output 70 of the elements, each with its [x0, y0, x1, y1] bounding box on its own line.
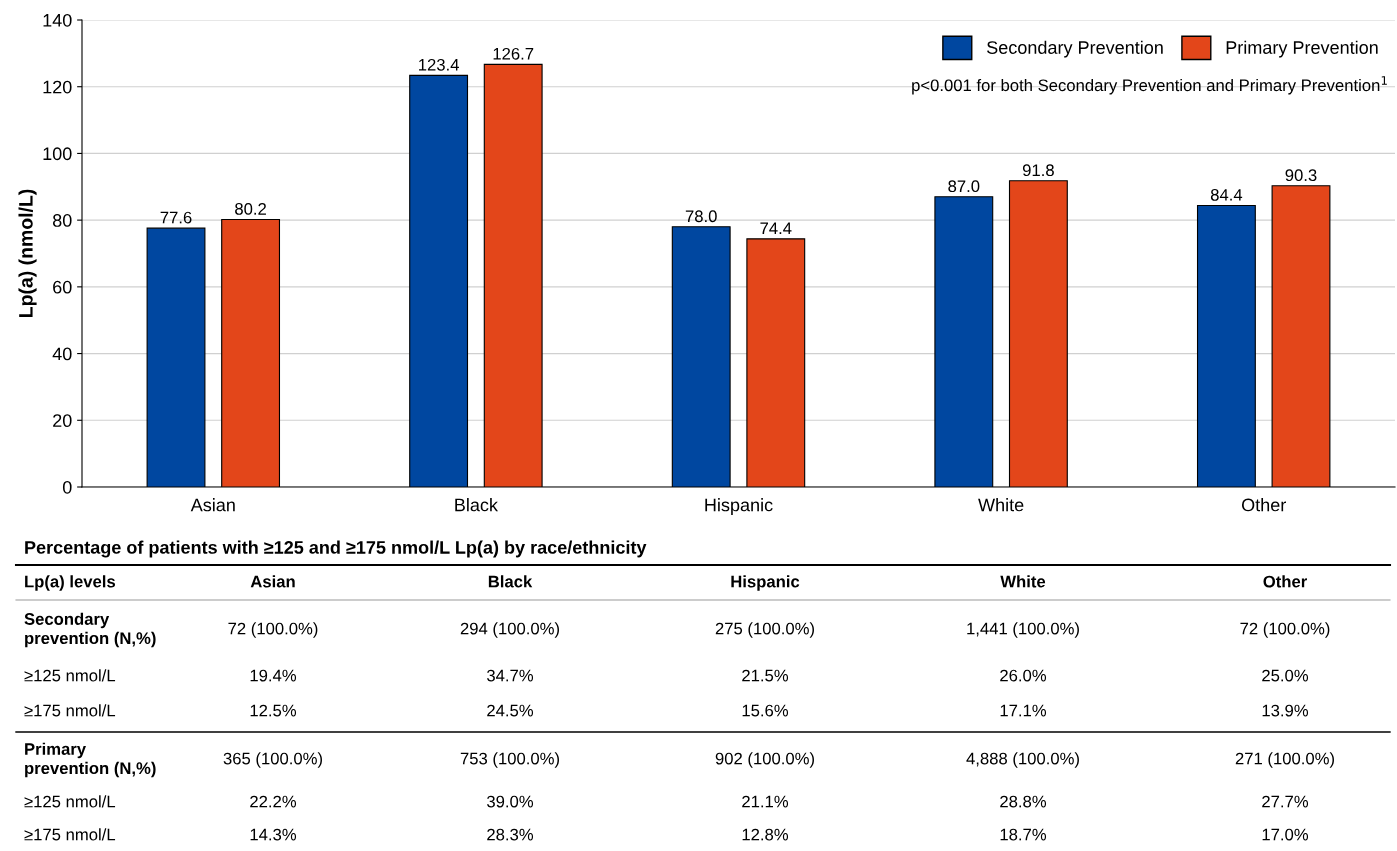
x-tick-label: Hispanic [705, 498, 773, 515]
text: 28.8% [1000, 795, 1047, 808]
y-tick-label: 0 [62, 480, 72, 494]
text: 1,441 (100.0%) [967, 622, 1079, 638]
text: 902 (100.0%) [715, 752, 814, 768]
text: 21.1% [742, 795, 789, 808]
x-tick-label: Other [1241, 498, 1286, 512]
category-label: Other [1263, 575, 1307, 588]
text: Percentage of patients with ≥125 and ≥175 nmol/L Lp(a) by race/ethnicity [25, 540, 647, 558]
y-tick-label: 120 [43, 80, 72, 94]
text: 18.7% [1000, 828, 1047, 841]
y-tick-label: 20 [53, 414, 72, 428]
x-tick-label: White [978, 498, 1024, 512]
text: 15.6% [742, 704, 789, 717]
text: 12.8% [742, 828, 789, 841]
data-label: 91.8 [1022, 164, 1054, 177]
text: 17.1% [1000, 704, 1047, 717]
category-label: Black [488, 575, 533, 588]
data-label: 77.6 [160, 211, 192, 224]
x-tick-label: Black [455, 498, 498, 512]
data-label: 74.4 [760, 222, 792, 234]
y-tick-label: 40 [52, 347, 72, 361]
text: 753 (100.0%) [460, 752, 559, 768]
data-label: 78.0 [685, 210, 717, 223]
text: 365 (100.0%) [223, 752, 322, 768]
text: 275 (100.0%) [715, 622, 814, 638]
legend-label: Primary Prevention [1226, 40, 1378, 58]
text: 19.4% [250, 669, 297, 682]
text: 271 (100.0%) [1235, 752, 1334, 768]
text: 72 (100.0%) [1240, 622, 1330, 638]
category-label: ≥175 nmol/L [24, 704, 116, 717]
text: 14.3% [250, 828, 297, 841]
text: 24.5% [487, 704, 534, 717]
legend-label: Secondary Prevention [987, 40, 1163, 58]
data-label: 80.2 [235, 202, 266, 215]
category-label: ≥175 nmol/L [24, 828, 116, 841]
category-label: Primary prevention (N,%) [25, 742, 156, 778]
text: 21.5% [742, 669, 789, 682]
y-tick-label: 140 [43, 13, 72, 27]
data-label: 84.4 [1210, 188, 1243, 201]
category-label: ≥125 nmol/L [24, 669, 116, 682]
text: 72 (100.0%) [228, 622, 318, 638]
data-label: 123.4 [419, 58, 459, 71]
text: 4,888 (100.0%) [966, 752, 1079, 768]
text: 13.9% [1262, 704, 1309, 717]
text: 12.5% [250, 704, 297, 717]
data-label: 87.0 [948, 180, 980, 193]
text: 294 (100.0%) [460, 622, 559, 638]
text: 39.0% [487, 795, 534, 808]
x-tick-label: Asian [190, 498, 235, 512]
category-label: Asian [250, 575, 295, 588]
text: 27.7% [1262, 795, 1309, 808]
y-axis-title: Lp(a) (nmol/L) [18, 189, 37, 317]
annotation: p<0.001 for both Secondary Prevention and Primary Prevention$^{1}$ [912, 76, 1387, 95]
category-label: Secondary prevention (N,%) [24, 612, 156, 648]
category-label: Hispanic [731, 575, 800, 591]
text: 26.0% [1000, 669, 1047, 682]
text: 28.3% [487, 828, 534, 841]
y-tick-label: 60 [53, 280, 72, 294]
data-label: 90.3 [1285, 169, 1317, 182]
text: 25.0% [1262, 669, 1309, 682]
category-label: Lp(a) levels [25, 575, 116, 591]
text: 17.0% [1262, 828, 1309, 841]
text: 34.7% [487, 669, 534, 682]
y-tick-label: 100 [43, 147, 72, 161]
category-label: White [1000, 575, 1046, 588]
text: 22.2% [250, 795, 297, 808]
y-tick-label: 80 [52, 214, 72, 227]
category-label: ≥125 nmol/L [24, 795, 116, 808]
data-label: 126.7 [493, 47, 534, 60]
